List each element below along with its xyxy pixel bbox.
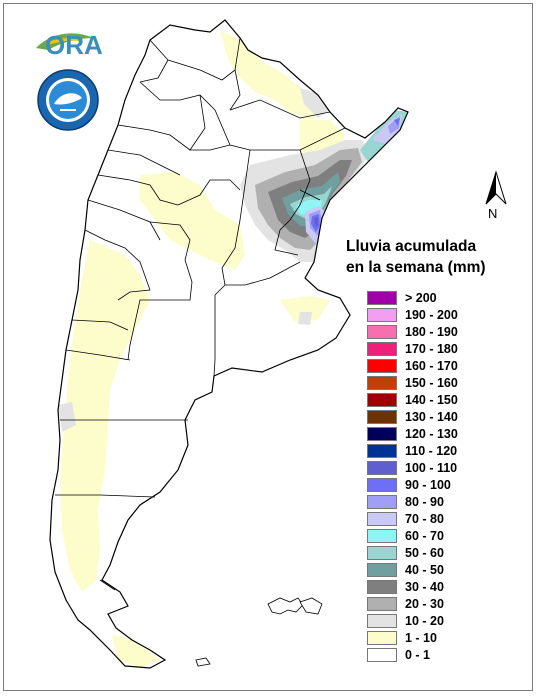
smn-seal-icon — [37, 69, 99, 131]
legend-item: 120 - 130 — [367, 425, 458, 442]
legend-swatch — [367, 392, 397, 407]
legend-swatch — [367, 324, 397, 339]
legend-label: 190 - 200 — [405, 307, 458, 322]
tierra-del-fuego-islands — [195, 657, 211, 667]
legend-label: 160 - 170 — [405, 358, 458, 373]
province-boundaries — [55, 37, 346, 591]
legend-label: 50 - 60 — [405, 545, 444, 560]
legend-title-line2: en la semana (mm) — [346, 259, 486, 276]
legend-item: 1 - 10 — [367, 629, 458, 646]
legend-swatch — [367, 528, 397, 543]
legend-swatch — [367, 290, 397, 305]
legend-swatch — [367, 511, 397, 526]
legend-label: 130 - 140 — [405, 409, 458, 424]
legend-swatch — [367, 596, 397, 611]
legend-swatch — [367, 460, 397, 475]
legend-label: 10 - 20 — [405, 613, 444, 628]
rain-class-1-10-areas — [60, 30, 345, 668]
legend-label: 1 - 10 — [405, 630, 437, 645]
legend-item: 70 - 80 — [367, 510, 458, 527]
legend-swatch — [367, 494, 397, 509]
legend-item: 0 - 1 — [367, 646, 458, 663]
legend-item: 170 - 180 — [367, 340, 458, 357]
legend-item: 90 - 100 — [367, 476, 458, 493]
legend-item: 50 - 60 — [367, 544, 458, 561]
rainfall-legend: > 200 190 - 200 180 - 190 170 - 180 160 - 17… — [367, 289, 458, 663]
legend-label: 140 - 150 — [405, 392, 458, 407]
legend-label: > 200 — [405, 290, 437, 305]
legend-swatch — [367, 630, 397, 645]
legend-swatch — [367, 613, 397, 628]
legend-label: 100 - 110 — [405, 460, 458, 475]
ora-logo-text: ORA — [45, 30, 103, 60]
legend-item: 20 - 30 — [367, 595, 458, 612]
legend-item: 60 - 70 — [367, 527, 458, 544]
legend-label: 20 - 30 — [405, 596, 444, 611]
legend-swatch — [367, 341, 397, 356]
legend-item: 180 - 190 — [367, 323, 458, 340]
legend-label: 120 - 130 — [405, 426, 458, 441]
legend-item: 130 - 140 — [367, 408, 458, 425]
ora-leaf-icon — [36, 33, 94, 50]
legend-item: 190 - 200 — [367, 306, 458, 323]
legend-label: 60 - 70 — [405, 528, 444, 543]
legend-item: 10 - 20 — [367, 612, 458, 629]
legend-item: 160 - 170 — [367, 357, 458, 374]
legend-label: 40 - 50 — [405, 562, 444, 577]
north-arrow-label: N — [488, 206, 498, 221]
legend-swatch — [367, 375, 397, 390]
legend-label: 150 - 160 — [405, 375, 458, 390]
legend-swatch — [367, 358, 397, 373]
legend-item: 100 - 110 — [367, 459, 458, 476]
legend-label: 70 - 80 — [405, 511, 444, 526]
legend-swatch — [367, 562, 397, 577]
rain-class-misiones-areas — [360, 110, 408, 162]
legend-swatch — [367, 409, 397, 424]
legend-label: 170 - 180 — [405, 341, 458, 356]
legend-item: 110 - 120 — [367, 442, 458, 459]
legend-item: 150 - 160 — [367, 374, 458, 391]
legend-item: 30 - 40 — [367, 578, 458, 595]
legend-label: 90 - 100 — [405, 477, 451, 492]
legend-swatch — [367, 477, 397, 492]
north-arrow-icon — [485, 170, 507, 205]
legend-swatch — [367, 647, 397, 662]
legend-label: 0 - 1 — [405, 647, 431, 662]
legend-label: 110 - 120 — [405, 443, 458, 458]
legend-item: 140 - 150 — [367, 391, 458, 408]
legend-title-line1: Lluvia acumulada — [346, 238, 477, 255]
legend-item: 40 - 50 — [367, 561, 458, 578]
legend-swatch — [367, 545, 397, 560]
legend-label: 80 - 90 — [405, 494, 444, 509]
legend-title: Lluvia acumulada en la semana (mm) — [346, 236, 486, 278]
malvinas-islands — [267, 597, 323, 615]
legend-label: 30 - 40 — [405, 579, 444, 594]
legend-swatch — [367, 426, 397, 441]
legend-swatch — [367, 579, 397, 594]
legend-swatch — [367, 307, 397, 322]
legend-swatch — [367, 443, 397, 458]
legend-item: > 200 — [367, 289, 458, 306]
legend-item: 80 - 90 — [367, 493, 458, 510]
legend-label: 180 - 190 — [405, 324, 458, 339]
